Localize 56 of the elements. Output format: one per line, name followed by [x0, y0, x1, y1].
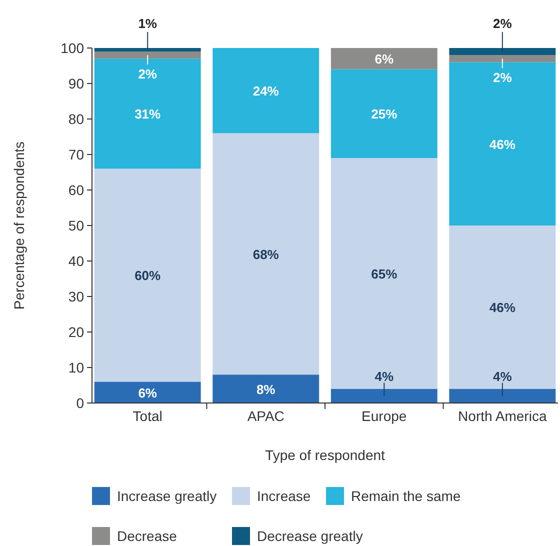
- data-label: 1%: [138, 16, 158, 31]
- data-label: 4%: [374, 368, 394, 384]
- bar: [94, 382, 201, 403]
- data-label: 60%: [134, 268, 162, 284]
- y-tick-label: 30: [68, 288, 84, 304]
- x-tick-label: Europe: [362, 408, 407, 424]
- x-axis-title: Type of respondent: [265, 447, 386, 463]
- legend-label: Decrease: [117, 528, 178, 544]
- data-label: 6%: [138, 385, 158, 400]
- data-label: 4%: [493, 368, 512, 384]
- data-label: 2%: [493, 70, 512, 86]
- y-tick-label: 60: [68, 182, 84, 198]
- bar: [449, 55, 556, 62]
- y-tick-label: 90: [68, 76, 84, 92]
- bar: [330, 48, 438, 70]
- data-label: 8%: [256, 382, 276, 397]
- bar: [330, 388, 438, 403]
- y-tick-label: 40: [68, 253, 84, 269]
- y-tick-label: 10: [68, 360, 84, 376]
- bar: [94, 58, 201, 169]
- bar: [212, 374, 320, 403]
- bar: [212, 133, 320, 375]
- data-label: 65%: [371, 266, 398, 282]
- bar: [94, 168, 201, 382]
- bar: [94, 48, 201, 52]
- bar: [449, 226, 556, 389]
- legend-label: Decrease greatly: [257, 528, 363, 544]
- legend-label: Remain the same: [351, 488, 461, 504]
- bar: [449, 48, 556, 56]
- y-axis-title: Percentage of respondents: [11, 141, 27, 310]
- data-label: 46%: [489, 300, 516, 316]
- y-tick-label: 70: [68, 146, 84, 162]
- bar: [94, 52, 201, 59]
- legend-label: Increase: [257, 488, 311, 504]
- data-label: 31%: [134, 106, 162, 122]
- data-label: 6%: [374, 52, 394, 67]
- y-tick-label: 0: [76, 395, 84, 411]
- y-tick-label: 80: [68, 111, 84, 127]
- x-tick-label: APAC: [247, 408, 284, 424]
- data-label: 68%: [252, 246, 280, 262]
- data-label: 2%: [138, 66, 158, 82]
- data-label: 25%: [371, 106, 398, 122]
- x-tick-label: North America: [458, 408, 547, 424]
- bar: [449, 62, 556, 226]
- y-tick-label: 50: [68, 218, 84, 234]
- data-label: 46%: [489, 136, 516, 152]
- legend-label: Increase greatly: [117, 488, 217, 504]
- data-label: 24%: [252, 84, 280, 99]
- bar: [212, 48, 320, 134]
- bar: [449, 388, 556, 403]
- data-label: 2%: [493, 16, 512, 31]
- x-tick-label: Total: [132, 408, 162, 424]
- y-tick-label: 100: [60, 40, 84, 56]
- bar: [330, 69, 438, 158]
- bar: [330, 158, 438, 389]
- y-tick-label: 20: [68, 324, 84, 340]
